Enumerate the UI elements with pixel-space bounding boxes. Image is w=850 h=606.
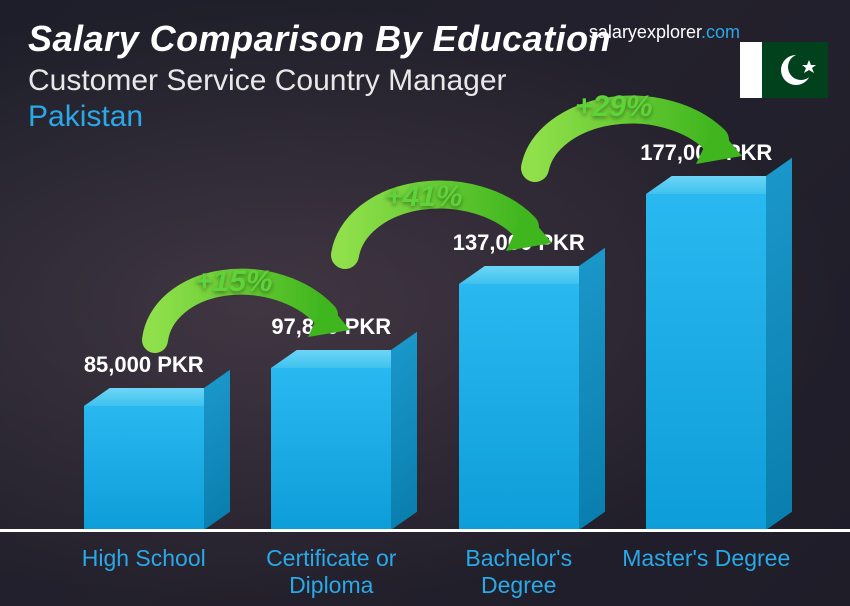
flag-white-band bbox=[740, 42, 762, 98]
increment-label-3: +29% bbox=[575, 90, 653, 124]
xlabel-masters: Master's Degree bbox=[616, 545, 796, 598]
brand-name: salaryexplorer bbox=[589, 22, 701, 42]
flag-crescent-star-icon bbox=[762, 42, 828, 98]
xlabel-certificate: Certificate or Diploma bbox=[241, 545, 421, 598]
bar-col-bachelors: 137,000 PKR bbox=[429, 284, 609, 530]
bar bbox=[84, 406, 204, 530]
baseline bbox=[0, 529, 850, 532]
xlabel-highschool: High School bbox=[54, 545, 234, 598]
increment-arrow-3 bbox=[520, 70, 740, 185]
bar-value-label: 85,000 PKR bbox=[84, 352, 204, 378]
increment-label-1: +15% bbox=[195, 265, 273, 299]
increment-arrow-1 bbox=[140, 245, 350, 355]
bar bbox=[459, 284, 579, 530]
increment-arrow-2 bbox=[330, 155, 550, 275]
bar-col-certificate: 97,800 PKR bbox=[241, 368, 421, 530]
xlabel-bachelors: Bachelor's Degree bbox=[429, 545, 609, 598]
bar-col-highschool: 85,000 PKR bbox=[54, 406, 234, 530]
bar-col-masters: 177,000 PKR bbox=[616, 194, 796, 530]
flag-green-band bbox=[762, 42, 828, 98]
increment-label-2: +41% bbox=[385, 180, 463, 214]
bar bbox=[646, 194, 766, 530]
bar bbox=[271, 368, 391, 530]
brand-suffix: .com bbox=[701, 22, 740, 42]
country-flag bbox=[740, 42, 828, 98]
x-axis-labels: High School Certificate or Diploma Bache… bbox=[50, 545, 800, 598]
brand-logo: salaryexplorer.com bbox=[589, 22, 740, 43]
